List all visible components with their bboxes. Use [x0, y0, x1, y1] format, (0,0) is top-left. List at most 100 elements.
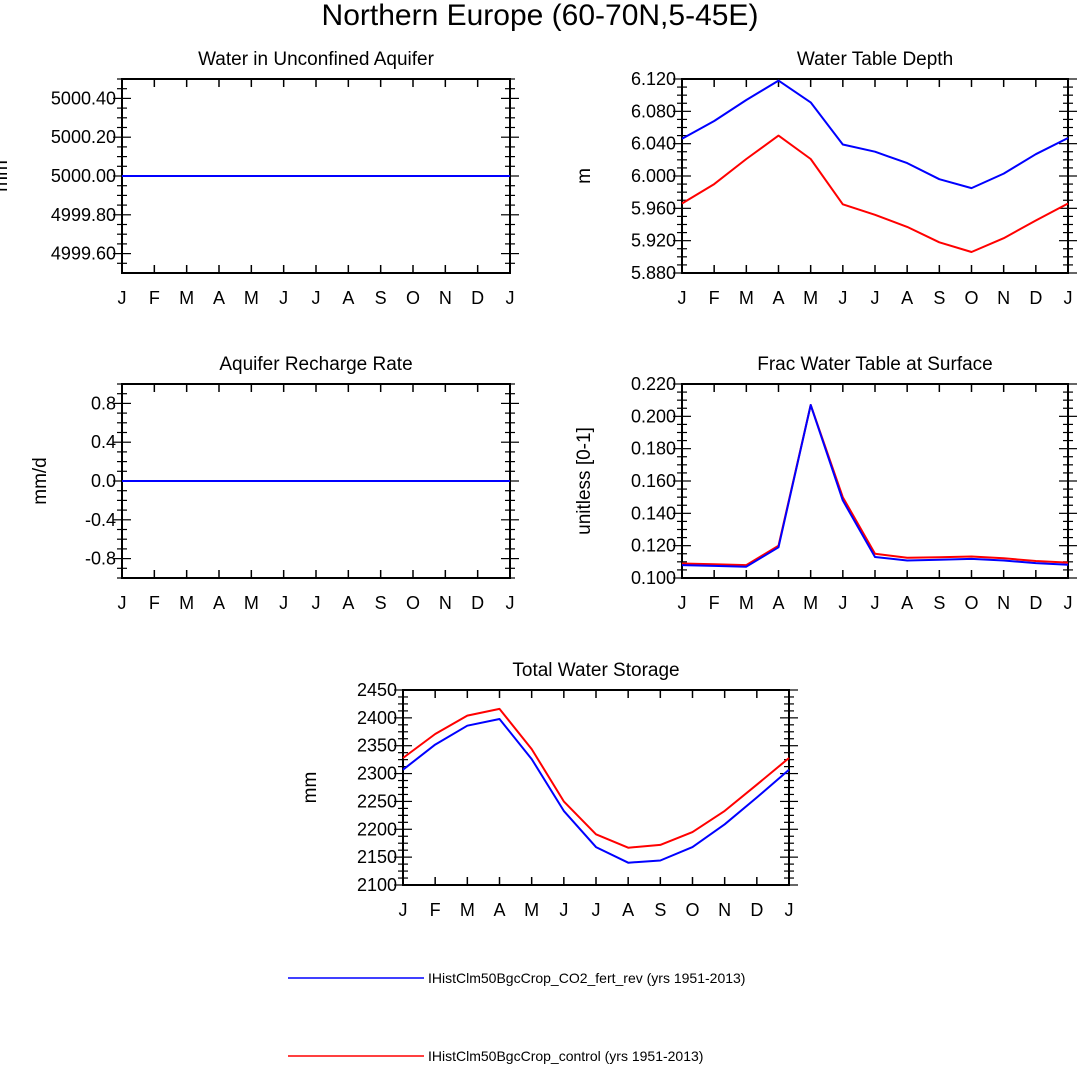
- x-tick-label: A: [901, 288, 913, 308]
- x-tick-label: M: [179, 288, 194, 308]
- legend-label-rev: IHistClm50BgcCrop_CO2_fert_rev (yrs 1951…: [428, 970, 745, 986]
- panel-title: Frac Water Table at Surface: [757, 354, 993, 375]
- legend: IHistClm50BgcCrop_CO2_fert_rev (yrs 1951…: [288, 970, 745, 1064]
- panel-title: Aquifer Recharge Rate: [219, 354, 412, 375]
- x-tick-label: M: [739, 288, 754, 308]
- y-tick-label: 2400: [357, 708, 397, 728]
- x-tick-label: S: [654, 900, 666, 920]
- x-tick-label: S: [375, 593, 387, 613]
- x-tick-label: J: [279, 288, 288, 308]
- x-tick-label: A: [342, 593, 354, 613]
- panel-title: Water in Unconfined Aquifer: [198, 49, 435, 70]
- y-tick-label: 5000.40: [51, 88, 116, 108]
- figure-title: Northern Europe (60-70N,5-45E): [322, 0, 759, 32]
- y-tick-label: 0.180: [631, 439, 676, 459]
- x-tick-label: M: [524, 900, 539, 920]
- panel-title: Total Water Storage: [512, 660, 679, 681]
- y-tick-label: 5.880: [631, 263, 676, 283]
- x-tick-label: F: [709, 593, 720, 613]
- x-tick-label: N: [997, 288, 1010, 308]
- y-tick-label: 0.8: [91, 393, 116, 413]
- y-tick-label: 2350: [357, 736, 397, 756]
- y-axis-label: m: [574, 168, 595, 184]
- x-tick-label: N: [439, 593, 452, 613]
- x-tick-label: N: [439, 288, 452, 308]
- x-tick-label: J: [118, 593, 127, 613]
- x-tick-label: M: [179, 593, 194, 613]
- x-tick-label: F: [149, 593, 160, 613]
- x-tick-label: J: [118, 288, 127, 308]
- y-tick-label: 6.120: [631, 69, 676, 89]
- x-tick-label: F: [430, 900, 441, 920]
- x-tick-label: J: [1064, 593, 1073, 613]
- x-tick-label: S: [933, 288, 945, 308]
- x-tick-label: M: [739, 593, 754, 613]
- x-tick-label: J: [785, 900, 794, 920]
- y-tick-label: -0.4: [85, 510, 116, 530]
- series-line-rev: [681, 79, 1069, 190]
- x-tick-label: S: [933, 593, 945, 613]
- y-tick-label: 0.4: [91, 432, 116, 452]
- x-tick-label: O: [964, 288, 978, 308]
- y-tick-label: 2450: [357, 680, 397, 700]
- y-axis-label: unitless [0-1]: [574, 427, 595, 535]
- x-tick-label: M: [244, 593, 259, 613]
- x-tick-label: A: [342, 288, 354, 308]
- y-axis-label: mm: [0, 160, 12, 192]
- series-line-control: [681, 404, 1069, 567]
- x-tick-label: J: [312, 593, 321, 613]
- x-tick-label: A: [493, 900, 505, 920]
- series-line-control: [402, 707, 790, 849]
- series-line-control: [681, 134, 1069, 253]
- y-tick-label: 0.120: [631, 536, 676, 556]
- legend-label-control: IHistClm50BgcCrop_control (yrs 1951-2013…: [428, 1048, 703, 1064]
- y-tick-label: 2150: [357, 847, 397, 867]
- x-tick-label: J: [871, 288, 880, 308]
- y-tick-label: 5.960: [631, 198, 676, 218]
- x-tick-label: A: [622, 900, 634, 920]
- series-line-rev: [402, 718, 790, 864]
- x-tick-label: A: [772, 288, 784, 308]
- x-tick-label: N: [997, 593, 1010, 613]
- x-tick-label: D: [471, 288, 484, 308]
- plot-frame: [681, 383, 1069, 579]
- x-tick-label: J: [592, 900, 601, 920]
- y-tick-label: -0.8: [85, 549, 116, 569]
- y-axis-label: mm/d: [30, 457, 51, 505]
- y-tick-label: 6.040: [631, 134, 676, 154]
- y-tick-label: 2200: [357, 819, 397, 839]
- y-tick-label: 0.220: [631, 374, 676, 394]
- panel-title: Water Table Depth: [797, 49, 953, 70]
- y-tick-label: 0.200: [631, 406, 676, 426]
- y-tick-label: 5.920: [631, 231, 676, 251]
- x-tick-label: F: [149, 288, 160, 308]
- x-tick-label: J: [678, 288, 687, 308]
- x-tick-label: O: [406, 288, 420, 308]
- x-tick-label: O: [406, 593, 420, 613]
- x-tick-label: A: [772, 593, 784, 613]
- y-tick-label: 4999.60: [51, 244, 116, 264]
- x-tick-label: D: [750, 900, 763, 920]
- plot-frame: [681, 78, 1069, 274]
- y-tick-label: 2100: [357, 875, 397, 895]
- x-tick-label: J: [678, 593, 687, 613]
- x-tick-label: J: [871, 593, 880, 613]
- x-tick-label: M: [244, 288, 259, 308]
- x-tick-label: J: [506, 593, 515, 613]
- y-tick-label: 0.0: [91, 471, 116, 491]
- x-tick-label: J: [312, 288, 321, 308]
- y-tick-label: 5000.00: [51, 166, 116, 186]
- x-tick-label: A: [213, 288, 225, 308]
- x-tick-label: M: [803, 288, 818, 308]
- y-tick-label: 2250: [357, 791, 397, 811]
- y-tick-label: 5000.20: [51, 127, 116, 147]
- x-tick-label: M: [803, 593, 818, 613]
- x-tick-label: S: [375, 288, 387, 308]
